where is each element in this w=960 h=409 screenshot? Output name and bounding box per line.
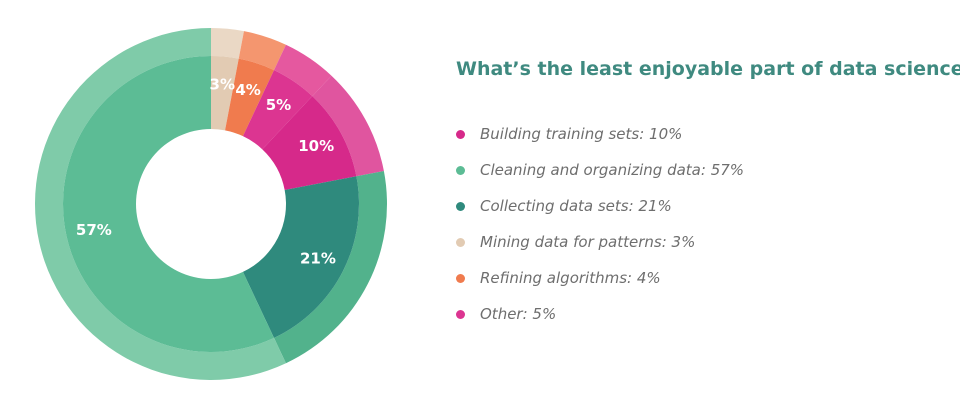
slice-outer-other bbox=[274, 44, 332, 97]
slice-other bbox=[242, 70, 313, 150]
legend-swatch-building-training-sets bbox=[456, 129, 465, 139]
chart-legend: What’s the least enjoyable part of data … bbox=[456, 58, 960, 332]
slice-collecting-data-sets bbox=[242, 176, 359, 338]
legend-item-other: Other: 5% bbox=[456, 296, 946, 332]
legend-swatch-mining-data-for-patterns bbox=[456, 237, 465, 247]
slice-outer-mining-data-for-patterns bbox=[211, 28, 244, 59]
slice-label-refining-algorithms: 4% bbox=[235, 81, 260, 99]
legend-label-cleaning-and-organizing-data: Cleaning and organizing data: 57% bbox=[480, 161, 745, 179]
slice-outer-building-training-sets bbox=[312, 75, 384, 177]
legend-label-other: Other: 5% bbox=[480, 305, 557, 323]
slice-label-collecting-data-sets: 21% bbox=[300, 249, 336, 267]
legend-swatch-other bbox=[456, 309, 465, 319]
legend-swatch-collecting-data-sets bbox=[456, 201, 465, 211]
legend-item-mining-data-for-patterns: Mining data for patterns: 3% bbox=[456, 224, 946, 260]
slice-building-training-sets bbox=[262, 96, 357, 190]
legend-swatch-refining-algorithms bbox=[456, 273, 465, 283]
slice-cleaning-and-organizing-data bbox=[63, 56, 275, 352]
slice-outer-cleaning-and-organizing-data bbox=[35, 28, 286, 380]
slice-outer-refining-algorithms bbox=[238, 31, 286, 71]
slice-refining-algorithms bbox=[225, 58, 275, 137]
slice-mining-data-for-patterns bbox=[211, 56, 239, 131]
slice-label-cleaning-and-organizing-data: 57% bbox=[76, 221, 112, 239]
slice-label-building-training-sets: 10% bbox=[298, 137, 334, 155]
legend-item-refining-algorithms: Refining algorithms: 4% bbox=[456, 260, 946, 296]
legend-label-collecting-data-sets: Collecting data sets: 21% bbox=[480, 197, 672, 215]
legend-item-building-training-sets: Building training sets: 10% bbox=[456, 116, 946, 152]
slice-label-other: 5% bbox=[266, 96, 291, 114]
slice-outer-collecting-data-sets bbox=[274, 171, 387, 364]
legend-item-cleaning-and-organizing-data: Cleaning and organizing data: 57% bbox=[456, 152, 946, 188]
legend-label-refining-algorithms: Refining algorithms: 4% bbox=[480, 269, 661, 287]
slice-label-mining-data-for-patterns: 3% bbox=[210, 76, 235, 94]
legend-label-building-training-sets: Building training sets: 10% bbox=[480, 125, 683, 143]
legend-item-collecting-data-sets: Collecting data sets: 21% bbox=[456, 188, 946, 224]
legend-swatch-cleaning-and-organizing-data bbox=[456, 165, 465, 175]
chart-title: What’s the least enjoyable part of data … bbox=[456, 58, 960, 80]
legend-label-mining-data-for-patterns: Mining data for patterns: 3% bbox=[480, 233, 696, 251]
legend-list: Building training sets: 10% Cleaning and… bbox=[456, 116, 946, 332]
